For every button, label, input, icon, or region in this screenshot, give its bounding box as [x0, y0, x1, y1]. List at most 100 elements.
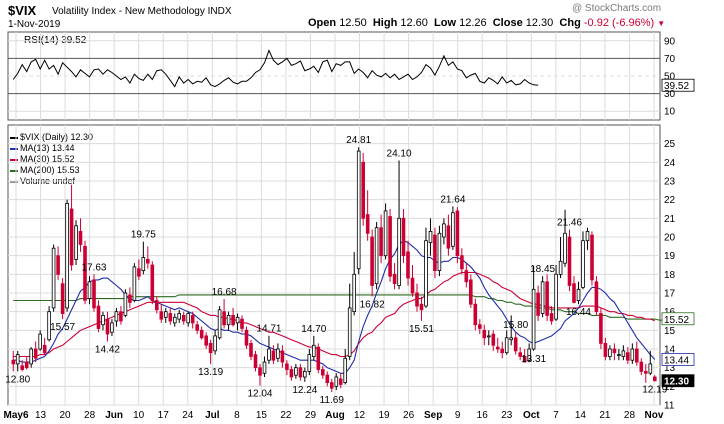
date-tick-label: 28 [624, 410, 636, 421]
ma13-line [13, 240, 656, 374]
candle-body [464, 270, 469, 283]
date-tick-label: 10 [133, 410, 145, 421]
change-dropdown-icon[interactable]: ▼ [657, 19, 666, 28]
price-tick-label: 20 [664, 233, 676, 244]
open-value: 12.50 [339, 17, 367, 29]
high-label: High [372, 17, 398, 29]
candle-body [491, 333, 496, 346]
legend-title-row: $VIX (Daily) 12.30 [10, 132, 93, 143]
price-annotation: 12.80 [5, 374, 30, 385]
candle-body [294, 367, 298, 376]
date-tick-label: 26 [403, 410, 415, 421]
candle-body [590, 234, 594, 281]
candle-body [428, 230, 433, 243]
candle-body [199, 329, 204, 339]
candle-body [460, 255, 464, 270]
candle-body [258, 367, 262, 376]
price-annotation: 19.75 [131, 230, 156, 241]
low-label: Low [434, 17, 457, 29]
candle-body [24, 361, 29, 369]
last-price-tag-box [661, 374, 695, 388]
price-tick-label: 14 [664, 345, 676, 356]
candle-body [231, 314, 235, 326]
date-tick-label: 13 [35, 410, 47, 421]
close-label: Close [492, 17, 523, 29]
ma-value-tag-box [661, 353, 695, 366]
candle-body [410, 277, 415, 294]
candle-body [635, 348, 639, 363]
price-annotation: 16.44 [566, 307, 591, 318]
stockcharts-watermark: @ StockCharts.com [572, 3, 662, 14]
candle-body [262, 361, 267, 374]
candle-body [132, 266, 137, 301]
price-annotation: 14.71 [256, 324, 281, 335]
candle-body [222, 311, 226, 326]
candle-body [298, 367, 303, 378]
legend-price-swatch [10, 136, 18, 139]
legend-ma30-row: MA(30) 15.52 [10, 154, 93, 165]
candle-body [392, 273, 397, 284]
quote-date: 1-Nov-2019 [8, 19, 61, 30]
candle-body [527, 348, 531, 361]
candle-body [608, 348, 612, 357]
candle-body [477, 324, 482, 329]
candle-body [235, 316, 240, 324]
candle-body [186, 313, 191, 324]
candle-body [267, 348, 271, 361]
date-tick-label: 14 [575, 410, 587, 421]
candle-body [617, 354, 621, 357]
candle-body [486, 335, 491, 338]
candle-body [383, 210, 388, 257]
candle-body [334, 376, 339, 387]
candle-body [567, 236, 572, 286]
candle-body [276, 348, 280, 359]
change-label: Chg [559, 17, 581, 29]
price-tick-label: 15 [664, 326, 676, 337]
candle-body [473, 303, 478, 326]
candle-body [280, 350, 285, 363]
candle-body [603, 342, 608, 357]
candle-body [101, 314, 105, 326]
price-tick-label: 24 [664, 158, 676, 169]
candle-body [240, 318, 244, 329]
candle-body [621, 350, 626, 357]
candle-body [285, 363, 289, 370]
price-tick-label: 19 [664, 251, 676, 262]
date-tick-label: Aug [325, 410, 344, 421]
candle-body [190, 314, 195, 324]
date-tick-label: Jul [205, 410, 220, 421]
candle-body [150, 264, 155, 301]
candle-body [558, 260, 563, 275]
candle-body [29, 348, 33, 365]
candle-body [361, 161, 365, 219]
price-annotation: 16.82 [360, 299, 385, 310]
candle-body [599, 313, 603, 344]
candle-body [639, 361, 644, 372]
candle-body [56, 255, 60, 275]
date-tick-label: Nov [645, 410, 664, 421]
date-tick-label: 20 [60, 410, 72, 421]
candle-body [576, 288, 581, 301]
price-annotation: 15.51 [409, 324, 434, 335]
candle-body [208, 342, 213, 354]
price-tick-label: 21 [664, 214, 676, 225]
legend-title: $VIX (Daily) 12.30 [20, 132, 94, 142]
candle-body [644, 370, 648, 374]
candle-body [172, 316, 177, 324]
price-annotation: 21.64 [440, 194, 465, 205]
rsi-line [12, 49, 539, 88]
data-labels: 12.80 15.57 17.63 14.42 19.75 13.19 16.68 12.04… [5, 135, 667, 406]
price-tick-label: 13 [664, 363, 676, 374]
candle-body [92, 279, 96, 309]
candle-body [137, 268, 141, 277]
price-annotation: 16.68 [212, 287, 237, 298]
candle-body [513, 337, 518, 352]
candle-body [65, 202, 69, 309]
ma-value-tag-box [661, 312, 695, 326]
candle-body [630, 348, 635, 361]
date-tick-label: 29 [305, 410, 317, 421]
candle-body [181, 314, 186, 322]
candle-body [509, 337, 513, 341]
price-annotation: 21.46 [557, 218, 582, 229]
